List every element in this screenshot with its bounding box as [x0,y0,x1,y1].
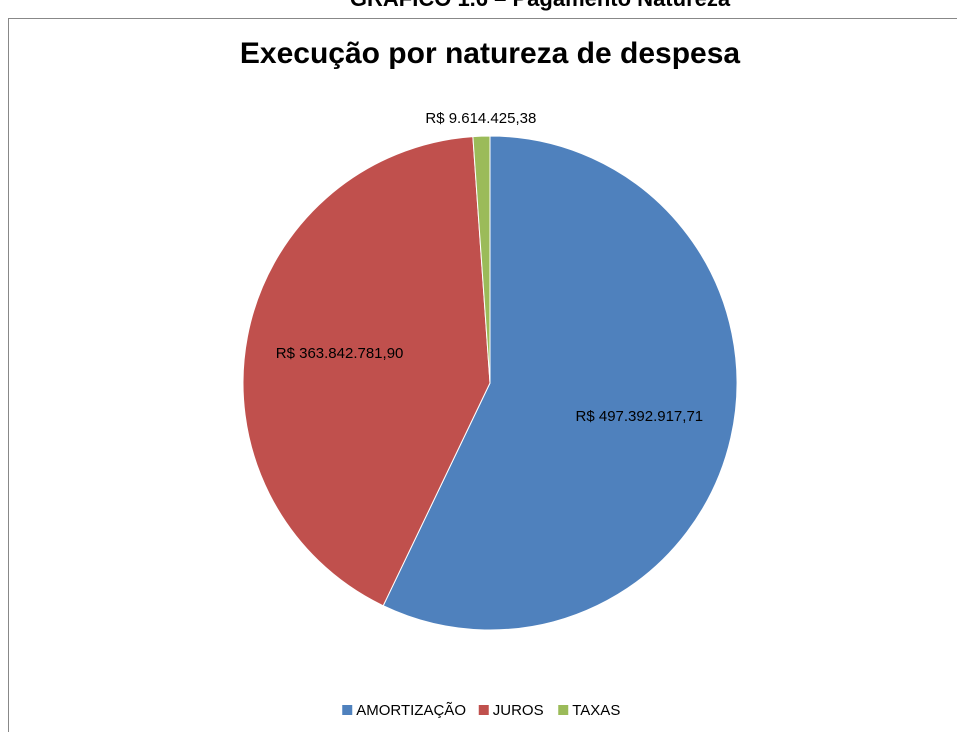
data-label: R$ 497.392.917,71 [576,408,704,425]
data-label: R$ 9.614.425,38 [425,110,536,127]
legend-label: TAXAS [572,702,620,719]
pie-slice [242,136,491,607]
legend-swatch [342,705,353,715]
data-label: R$ 363.842.781,90 [276,345,404,362]
page-heading: GRÁFICO 1.6 – Pagamento Natureza [350,0,731,11]
legend-swatch [558,705,569,715]
legend-label: JUROS [493,702,544,719]
chart-title: Execução por natureza de despesa [240,37,741,70]
legend-swatch [478,705,489,715]
legend-label: AMORTIZAÇÃO [356,702,466,719]
pie-slice [382,135,738,631]
pie-slice [472,135,491,384]
